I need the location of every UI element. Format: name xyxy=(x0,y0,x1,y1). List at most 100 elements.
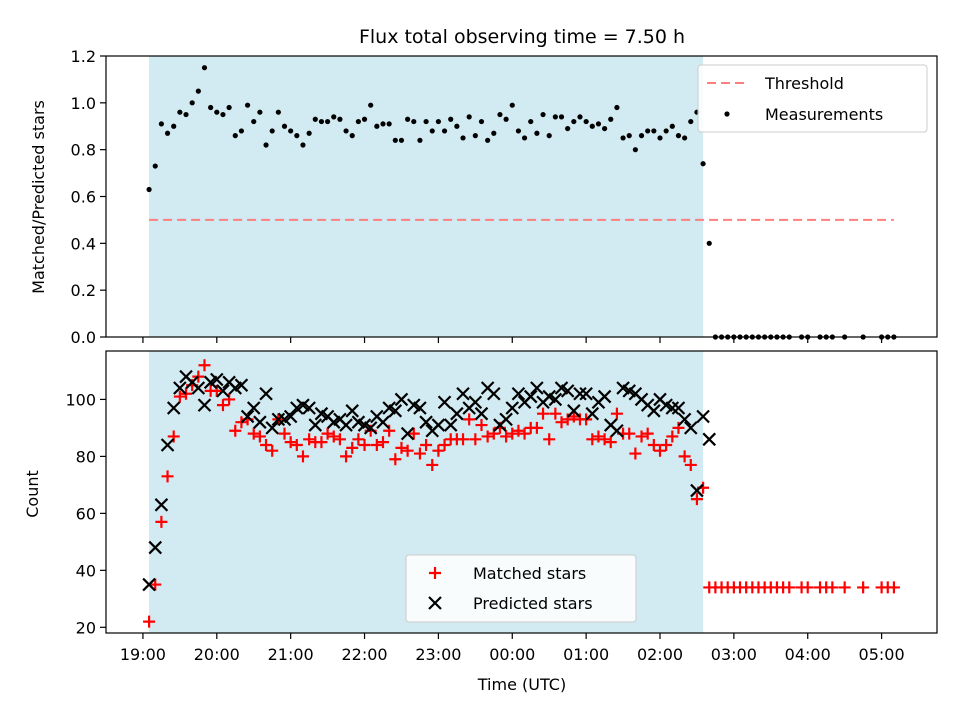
matched-star-point xyxy=(672,421,685,434)
matched-star-point xyxy=(561,413,574,426)
measurement-point xyxy=(337,116,343,122)
matched-star-point xyxy=(690,493,703,506)
measurement-point xyxy=(626,133,632,139)
matched-star-point xyxy=(278,427,291,440)
measurement-point xyxy=(620,135,626,141)
matched-star-point xyxy=(783,581,796,594)
measurement-point xyxy=(497,111,503,118)
measurement-point xyxy=(651,128,657,134)
matched-star-point xyxy=(555,416,568,429)
matched-star-point xyxy=(149,578,162,591)
measurement-point xyxy=(226,104,232,111)
matched-star-point xyxy=(321,427,334,440)
predicted-star-point xyxy=(450,406,464,421)
predicted-star-point xyxy=(234,378,249,392)
measurement-point xyxy=(632,147,638,153)
measurement-point xyxy=(558,114,565,120)
predicted-star-point xyxy=(388,404,403,418)
predicted-star-point xyxy=(265,421,279,435)
predicted-star-point xyxy=(505,401,520,415)
measurement-point xyxy=(177,109,183,115)
matched-star-point xyxy=(586,433,599,446)
predicted-star-point xyxy=(437,395,452,410)
matched-star-point xyxy=(352,433,365,446)
legend-predicted-swatch xyxy=(428,596,442,610)
measurement-point xyxy=(657,135,663,141)
predicted-star-point xyxy=(166,401,181,415)
predicted-star-point xyxy=(154,498,169,512)
predicted-star-point xyxy=(308,418,323,432)
predicted-star-point xyxy=(671,401,686,415)
measurement-point xyxy=(706,240,712,246)
measurement-point xyxy=(448,116,454,122)
matched-star-point xyxy=(463,413,476,426)
measurement-point xyxy=(146,186,152,193)
measurement-point xyxy=(521,135,528,141)
matched-star-point xyxy=(303,433,316,446)
top-observing-span xyxy=(149,56,704,337)
matched-star-point xyxy=(481,430,494,443)
matched-star-point xyxy=(155,515,168,528)
top-legend-box xyxy=(697,64,928,133)
measurement-point xyxy=(183,111,189,118)
bottom-ytick-label: 100 xyxy=(65,390,96,409)
bottom-ytick-label: 80 xyxy=(76,447,96,466)
measurement-point xyxy=(331,114,337,120)
matched-star-point xyxy=(296,450,309,463)
matched-star-point xyxy=(229,424,242,437)
measurement-point xyxy=(540,111,546,118)
predicted-star-point xyxy=(253,415,267,429)
measurement-point xyxy=(158,121,164,127)
predicted-star-point xyxy=(413,401,427,415)
legend-measurements-label: Measurements xyxy=(765,105,883,124)
xtick-label: 23:00 xyxy=(415,645,461,664)
xtick-label: 20:00 xyxy=(194,645,240,664)
measurement-point xyxy=(528,118,534,125)
bottom-y-ticks: 20 40 60 80 100 xyxy=(65,390,106,637)
matched-star-point xyxy=(838,581,851,594)
bottom-legend: Matched stars Predicted stars xyxy=(405,554,637,623)
predicted-star-point xyxy=(173,381,187,395)
matched-star-point xyxy=(654,444,666,457)
legend-measurements-swatch xyxy=(724,111,730,117)
top-ytick-label: 0.6 xyxy=(71,188,96,207)
chart-title: Flux total observing time = 7.50 h xyxy=(359,26,685,48)
legend-matched-label: Matched stars xyxy=(473,564,586,583)
measurement-point xyxy=(509,102,515,108)
matched-stars-points xyxy=(143,359,900,628)
measurement-point xyxy=(595,121,602,127)
legend-matched-swatch xyxy=(429,567,441,579)
predicted-star-point xyxy=(431,418,446,432)
matched-star-point xyxy=(383,424,396,437)
predicted-star-point xyxy=(677,412,692,427)
matched-star-point xyxy=(457,433,470,446)
matched-star-point xyxy=(315,436,328,449)
measurement-point xyxy=(325,118,331,125)
predicted-star-point xyxy=(610,423,624,438)
measurement-point xyxy=(472,133,478,139)
measurement-point xyxy=(214,109,220,115)
measurement-point xyxy=(478,118,485,125)
predicted-star-point xyxy=(567,404,581,418)
matched-star-point xyxy=(549,407,562,420)
predicted-star-point xyxy=(597,389,612,404)
predicted-star-point xyxy=(696,409,710,424)
predicted-star-point xyxy=(216,384,230,398)
matched-star-point xyxy=(223,393,236,406)
xtick-label: 21:00 xyxy=(268,645,314,664)
predicted-star-point xyxy=(376,415,390,429)
xtick-label: 00:00 xyxy=(489,645,535,664)
matched-star-point xyxy=(518,427,531,440)
measurement-point xyxy=(441,128,448,134)
measurement-point xyxy=(312,116,318,122)
matched-star-point xyxy=(290,439,303,451)
predicted-star-point xyxy=(259,386,273,401)
xtick-label: 01:00 xyxy=(563,645,609,664)
predicted-star-point xyxy=(419,415,433,429)
predicted-star-point xyxy=(302,401,316,415)
matched-star-point xyxy=(407,427,420,440)
top-ytick-label: 0.0 xyxy=(71,328,96,347)
matched-star-point xyxy=(198,359,211,372)
measurement-point xyxy=(386,121,392,127)
